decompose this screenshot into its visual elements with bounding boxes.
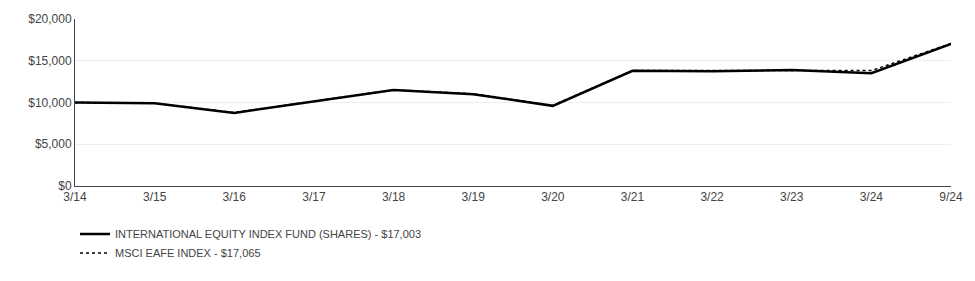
svg-text:3/17: 3/17 — [302, 190, 326, 204]
svg-text:3/14: 3/14 — [63, 190, 87, 204]
svg-text:$10,000: $10,000 — [28, 96, 72, 110]
svg-text:3/18: 3/18 — [382, 190, 406, 204]
svg-text:9/24: 9/24 — [939, 190, 963, 204]
svg-text:3/21: 3/21 — [621, 190, 645, 204]
svg-text:$15,000: $15,000 — [28, 54, 72, 68]
svg-text:3/19: 3/19 — [462, 190, 486, 204]
svg-text:$0: $0 — [58, 179, 72, 193]
svg-text:3/23: 3/23 — [780, 190, 804, 204]
svg-text:3/15: 3/15 — [143, 190, 167, 204]
svg-text:$5,000: $5,000 — [35, 137, 72, 151]
svg-text:$20,000: $20,000 — [28, 12, 72, 26]
svg-text:3/24: 3/24 — [860, 190, 884, 204]
svg-text:3/22: 3/22 — [700, 190, 724, 204]
svg-text:MSCI EAFE INDEX - $17,065: MSCI EAFE INDEX - $17,065 — [115, 247, 261, 259]
svg-text:INTERNATIONAL EQUITY INDEX FUN: INTERNATIONAL EQUITY INDEX FUND (SHARES)… — [115, 228, 421, 240]
svg-text:3/16: 3/16 — [223, 190, 247, 204]
svg-text:3/20: 3/20 — [541, 190, 565, 204]
